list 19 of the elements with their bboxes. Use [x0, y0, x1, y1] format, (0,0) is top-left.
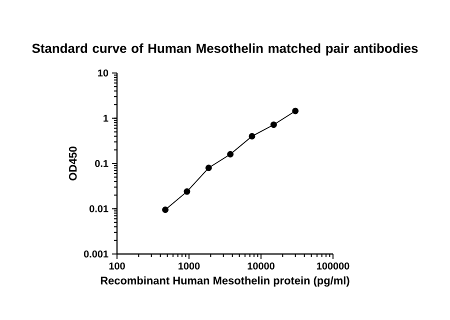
chart-title: Standard curve of Human Mesothelin matched pair antibodies [32, 43, 418, 56]
x-axis-title: Recombinant Human Mesothelin protein (pg/ml) [100, 276, 350, 287]
point [162, 206, 169, 213]
point [292, 108, 299, 114]
point [184, 188, 190, 195]
y-tick-label: 10 [98, 69, 108, 77]
x-tick-label: 100000 [317, 262, 350, 270]
y-tick-label: 0.01 [90, 205, 108, 212]
point [248, 133, 256, 140]
y-tick-label: 0.1 [95, 160, 108, 168]
y-tick-label: 1 [104, 114, 108, 122]
x-tick-label: 10000 [248, 262, 274, 270]
point [205, 164, 212, 172]
y-tick-label: 0.001 [84, 250, 108, 258]
point [227, 151, 234, 158]
point [270, 121, 277, 128]
y-axis-title: OD450 [68, 146, 77, 180]
x-tick-label: 100 [109, 262, 125, 270]
x-tick-label: 1000 [178, 262, 200, 270]
